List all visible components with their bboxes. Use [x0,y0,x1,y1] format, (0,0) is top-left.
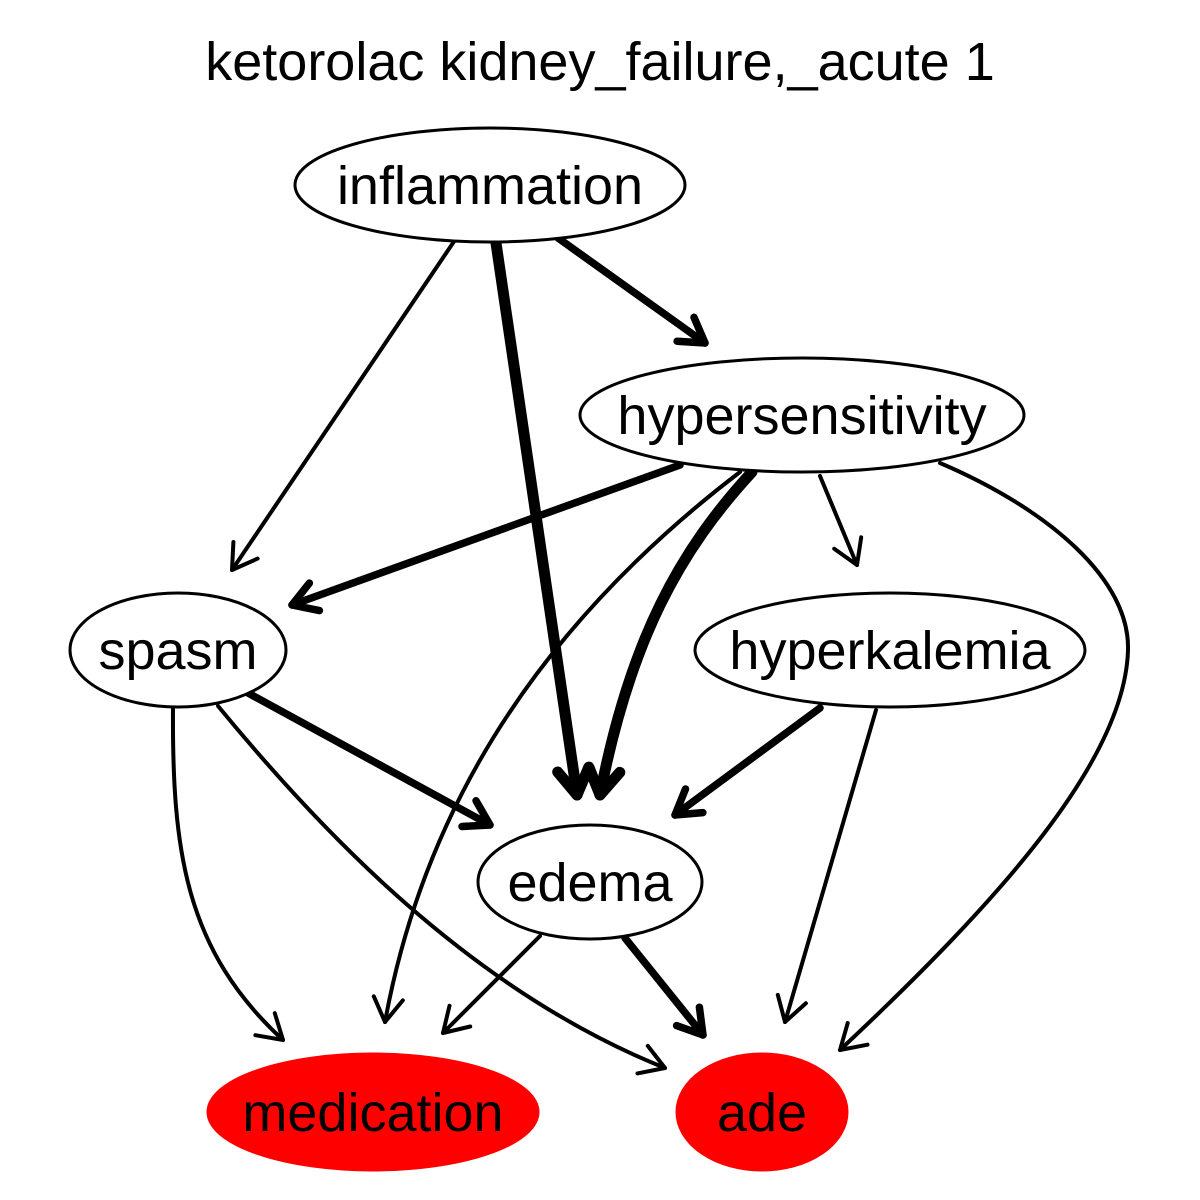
node-spasm: spasm [68,591,288,709]
arrowhead-icon [671,785,707,819]
edge-spasm-medication [170,705,285,1042]
arrowhead-icon [288,579,324,615]
edge-line [288,461,684,609]
edge-hypersensitivity-medication [371,470,742,1024]
node-label: hypersensitivity [617,386,986,446]
arrowhead-icon [552,761,595,801]
edge-line [230,238,457,572]
node-label: spasm [98,621,257,681]
arrowhead-icon [441,1003,473,1035]
arrowhead-icon [635,1043,667,1076]
edge-hyperkalemia-ade [775,708,878,1024]
node-ellipse [476,823,704,941]
edge-line [783,708,878,1024]
edge-line [621,934,707,1039]
arrowhead-icon [775,992,808,1024]
edge-spasm-edema [244,689,494,831]
node-medication: medication [206,1052,540,1172]
node-inflammation: inflammation [293,126,687,244]
nodes-layer: inflammation hypersensitivity spasm hyperka… [68,126,1087,1172]
edge-hypersensitivity-hyperkalemia [818,474,864,567]
node-ellipse [206,1052,540,1172]
arrowhead-icon [371,994,405,1024]
edge-hypersensitivity-ade [838,461,1131,1052]
arrowhead-icon [838,1021,870,1052]
node-label: hyperkalemia [729,621,1051,681]
node-label: ade [717,1083,807,1143]
edge-line [671,704,824,819]
node-ellipse [293,126,687,244]
edge-line [818,474,859,567]
edge-spasm-ade [216,704,667,1076]
arrowhead-icon [832,535,864,567]
node-label: medication [242,1083,503,1143]
node-ellipse [675,1052,849,1172]
node-ellipse [68,591,288,709]
node-hyperkalemia: hyperkalemia [693,591,1087,709]
edge-edema-medication [441,934,542,1035]
edge-line [554,234,709,347]
arrowhead-icon [672,1003,707,1039]
edge-hypersensitivity-spasm [288,461,684,615]
node-label: edema [507,853,673,913]
arrowhead-icon [673,313,709,347]
edge-edema-ade [621,934,707,1039]
node-hypersensitivity: hypersensitivity [578,356,1026,474]
node-ellipse [693,591,1087,709]
edge-line [216,704,667,1070]
edge-line [244,689,494,829]
edge-hypersensitivity-edema [583,466,758,801]
arrowhead-icon [458,796,494,831]
edge-line [441,934,542,1035]
edge-line [594,466,758,801]
node-ellipse [578,356,1026,474]
arrowhead-icon [230,540,260,572]
edges-layer [170,234,1131,1076]
node-edema: edema [476,823,704,941]
edge-inflammation-hypersensitivity [554,234,709,347]
edge-line [838,461,1131,1052]
edge-line [383,470,742,1024]
node-label: inflammation [337,156,643,216]
edge-line [170,705,285,1042]
edge-hyperkalemia-edema [671,704,824,819]
node-ade: ade [675,1052,849,1172]
arrowhead-icon [253,1011,285,1042]
graph-title: ketorolac kidney_failure,_acute 1 [205,32,995,92]
arrowhead-icon [583,761,626,801]
edge-inflammation-spasm [230,238,457,572]
